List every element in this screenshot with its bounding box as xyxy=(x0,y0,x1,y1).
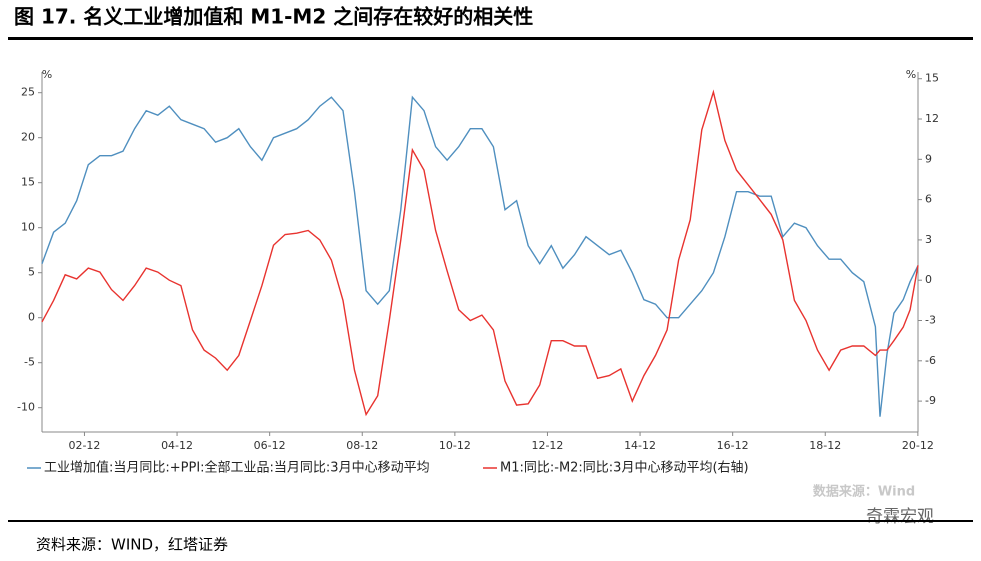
y2-tick-label: 0 xyxy=(925,273,932,286)
x-tick-label: 18-12 xyxy=(809,439,841,452)
y2-tick-label: 9 xyxy=(925,152,932,165)
y-tick-label: 5 xyxy=(28,266,35,279)
y2-tick-label: 15 xyxy=(925,72,939,85)
y-tick-label: -10 xyxy=(17,401,35,414)
footer-rule xyxy=(8,520,973,522)
chart-title: 图 17. 名义工业增加值和 M1-M2 之间存在较好的相关性 xyxy=(14,5,533,29)
y2-tick-label: 12 xyxy=(925,112,939,125)
y2-tick-label: -9 xyxy=(925,394,936,407)
watermark: 数据来源：Wind xyxy=(813,484,915,500)
y2-tick-label: 6 xyxy=(925,193,932,206)
legend-label: M1:同比:-M2:同比:3月中心移动平均(右轴) xyxy=(500,461,749,476)
y2-tick-label: -3 xyxy=(925,314,936,327)
x-tick-label: 14-12 xyxy=(624,439,656,452)
y-tick-label: 15 xyxy=(21,176,35,189)
series-line xyxy=(41,95,919,417)
x-tick-label: 02-12 xyxy=(68,439,100,452)
x-tick-label: 10-12 xyxy=(439,439,471,452)
x-tick-label: 16-12 xyxy=(717,439,749,452)
y-tick-label: 20 xyxy=(21,131,35,144)
legend-label: 工业增加值:当月同比:+PPI:全部工业品:当月同比:3月中心移动平均 xyxy=(44,460,430,476)
y-tick-label: -5 xyxy=(24,356,35,369)
source: 资料来源：WIND，红塔证券 xyxy=(36,536,228,554)
logo: 奇霖宏观 xyxy=(866,507,934,527)
x-tick-label: 04-12 xyxy=(161,439,193,452)
x-tick-label: 06-12 xyxy=(254,439,286,452)
x-tick-label: 08-12 xyxy=(346,439,378,452)
y-tick-label: 10 xyxy=(21,221,35,234)
y-unit: % xyxy=(42,68,52,81)
y-tick-label: 0 xyxy=(28,311,35,324)
x-tick-label: 12-12 xyxy=(531,439,563,452)
x-tick-label: 20-12 xyxy=(902,439,934,452)
y2-unit: % xyxy=(906,68,916,81)
y2-tick-label: 3 xyxy=(925,233,932,246)
title-rule xyxy=(8,37,973,40)
series-line xyxy=(41,89,919,417)
y2-tick-label: -6 xyxy=(925,354,936,367)
y-tick-label: 25 xyxy=(21,86,35,99)
